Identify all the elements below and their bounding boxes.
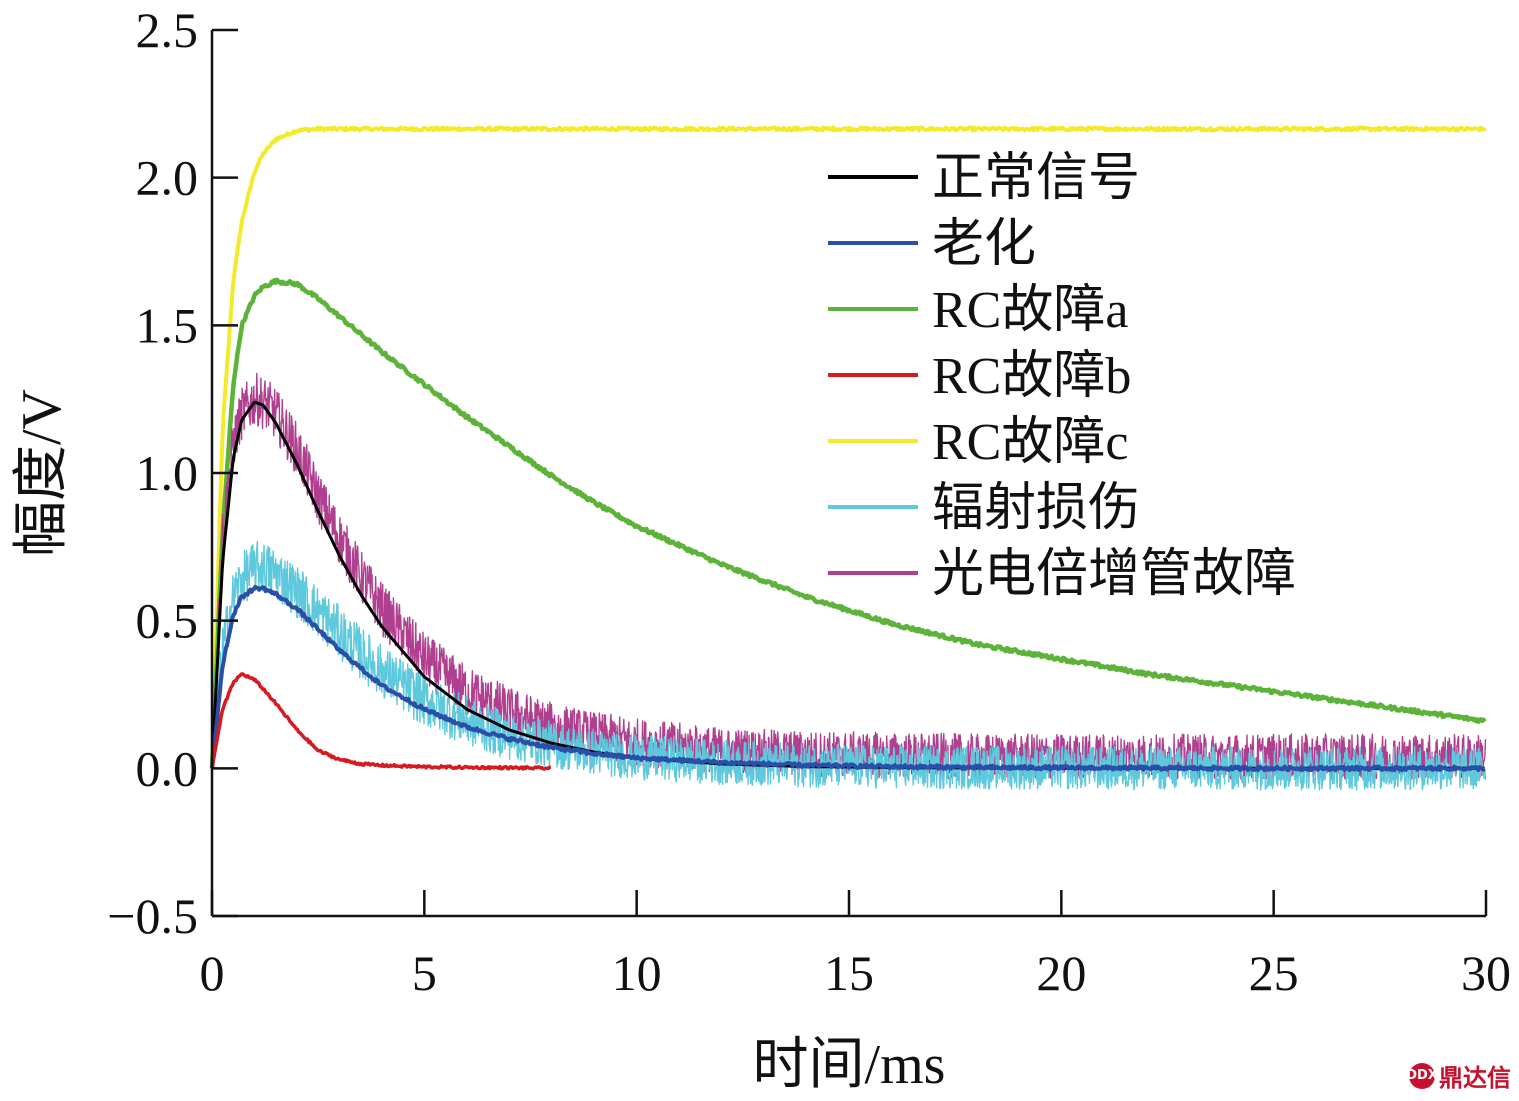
x-tick-label: 0	[200, 945, 225, 1001]
legend-label: 光电倍增管故障	[932, 546, 1296, 603]
y-tick-label: 0.0	[136, 740, 199, 796]
x-tick-label: 25	[1249, 945, 1299, 1001]
legend-label: 辐射损伤	[932, 480, 1140, 537]
series-line	[211, 540, 1487, 791]
plot-series-group	[209, 125, 1487, 791]
y-axis-title: 幅度/V	[11, 389, 73, 557]
watermark-text: 鼎达信	[1439, 1064, 1511, 1092]
series-line	[210, 125, 1487, 769]
y-tick-label: 2.5	[136, 2, 199, 58]
axes-group	[210, 30, 1486, 918]
legend-label: RC故障c	[932, 414, 1128, 471]
x-tick-label: 5	[412, 945, 437, 1001]
legend-label: RC故障a	[932, 282, 1128, 339]
x-axis-title: 时间/ms	[753, 1034, 946, 1096]
x-tick-label: 10	[612, 945, 662, 1001]
series-line	[210, 672, 552, 771]
watermark: DDX 鼎达信	[1406, 1058, 1511, 1093]
series-line	[211, 372, 1487, 780]
series-line	[209, 277, 1487, 769]
legend-label: 正常信号	[932, 150, 1140, 207]
ticks-group: −0.5 0.0 0.5 1.0 1.5 2.0 2.5 0 5 10 15 20 25 30	[107, 2, 1511, 1001]
x-tick-label: 30	[1461, 945, 1511, 1001]
x-tick-label: 15	[824, 945, 874, 1001]
y-tick-label: 0.5	[136, 593, 199, 649]
x-tick-label: 20	[1036, 945, 1086, 1001]
y-tick-label: −0.5	[107, 888, 198, 944]
series-line	[210, 584, 1486, 773]
y-tick-label: 1.0	[136, 445, 199, 501]
y-tick-label: 1.5	[136, 297, 199, 353]
y-tick-label: 2.0	[136, 150, 199, 206]
legend-label: RC故障b	[932, 348, 1131, 405]
watermark-logo: DDX	[1406, 1062, 1438, 1089]
legend-label: 老化	[932, 216, 1036, 273]
